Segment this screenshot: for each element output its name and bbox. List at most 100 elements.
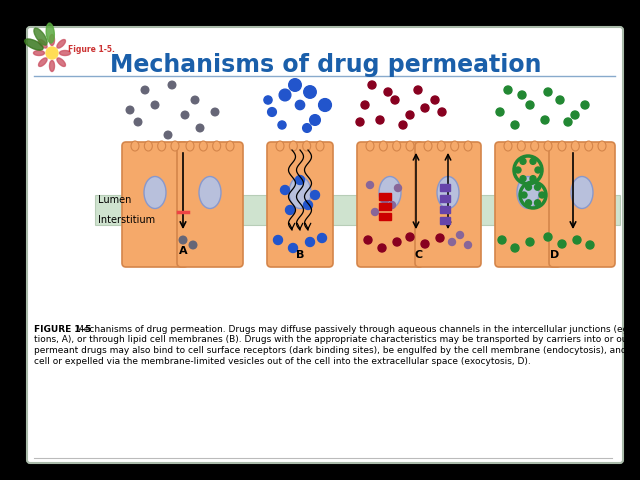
Circle shape [558, 240, 566, 248]
Circle shape [191, 96, 199, 104]
Bar [95, 195, 620, 225]
FancyBboxPatch shape [357, 142, 423, 267]
FancyBboxPatch shape [495, 142, 561, 267]
Circle shape [289, 243, 298, 252]
Ellipse shape [379, 177, 401, 208]
Ellipse shape [316, 141, 324, 151]
Circle shape [189, 241, 197, 249]
Circle shape [181, 111, 189, 119]
Circle shape [285, 205, 294, 215]
Circle shape [534, 200, 541, 206]
Circle shape [586, 241, 594, 249]
Bar [440, 195, 450, 202]
Bar [379, 193, 391, 200]
Ellipse shape [57, 39, 65, 48]
Ellipse shape [186, 141, 194, 151]
Text: Interstitium: Interstitium [98, 215, 155, 225]
Circle shape [573, 236, 581, 244]
Ellipse shape [38, 39, 47, 48]
FancyBboxPatch shape [267, 142, 333, 267]
Circle shape [381, 196, 388, 204]
Circle shape [399, 121, 407, 129]
Circle shape [278, 121, 286, 129]
Circle shape [515, 167, 521, 173]
Ellipse shape [199, 177, 221, 208]
Circle shape [211, 108, 219, 116]
Bar [440, 217, 450, 224]
Circle shape [449, 239, 456, 245]
Text: D: D [550, 250, 559, 260]
Ellipse shape [34, 28, 47, 45]
Circle shape [520, 176, 526, 181]
Circle shape [279, 89, 291, 101]
Ellipse shape [131, 141, 139, 151]
Ellipse shape [289, 177, 311, 208]
Circle shape [530, 158, 536, 164]
Ellipse shape [437, 141, 445, 151]
Ellipse shape [289, 141, 298, 151]
Text: Mechanisms of drug permeation: Mechanisms of drug permeation [110, 53, 541, 77]
Circle shape [361, 101, 369, 109]
Ellipse shape [46, 23, 54, 43]
Ellipse shape [517, 141, 525, 151]
Bar [440, 184, 450, 191]
Ellipse shape [276, 141, 284, 151]
Circle shape [168, 81, 176, 89]
Circle shape [544, 88, 552, 96]
Ellipse shape [171, 141, 179, 151]
Circle shape [391, 96, 399, 104]
Circle shape [388, 202, 396, 208]
Circle shape [310, 115, 321, 125]
Circle shape [498, 236, 506, 244]
Circle shape [525, 184, 531, 190]
Text: C: C [415, 250, 423, 260]
Circle shape [304, 86, 316, 98]
Ellipse shape [572, 141, 579, 151]
Circle shape [310, 191, 319, 200]
Circle shape [179, 236, 187, 244]
Circle shape [371, 208, 378, 216]
Ellipse shape [49, 35, 54, 46]
Text: A: A [179, 246, 188, 256]
Ellipse shape [199, 141, 207, 151]
Ellipse shape [157, 141, 166, 151]
Ellipse shape [464, 141, 472, 151]
Circle shape [544, 233, 552, 241]
Circle shape [436, 234, 444, 242]
FancyBboxPatch shape [415, 142, 481, 267]
Circle shape [280, 185, 289, 194]
Ellipse shape [366, 141, 374, 151]
Circle shape [141, 86, 149, 94]
FancyBboxPatch shape [177, 142, 243, 267]
Circle shape [126, 106, 134, 114]
Circle shape [520, 158, 526, 164]
Text: B: B [296, 250, 304, 260]
Ellipse shape [226, 141, 234, 151]
Circle shape [431, 96, 439, 104]
Circle shape [571, 111, 579, 119]
Ellipse shape [517, 177, 539, 208]
Ellipse shape [49, 60, 54, 72]
Circle shape [376, 116, 384, 124]
Circle shape [518, 91, 526, 99]
Ellipse shape [406, 141, 414, 151]
Circle shape [273, 236, 282, 244]
Circle shape [364, 236, 372, 244]
Bar [379, 213, 391, 220]
Circle shape [378, 244, 386, 252]
Circle shape [456, 231, 463, 239]
Circle shape [303, 124, 311, 132]
FancyBboxPatch shape [122, 142, 188, 267]
Text: tions, A), or through lipid cell membranes (B). Drugs with the appropriate chara: tions, A), or through lipid cell membran… [34, 336, 640, 345]
Circle shape [151, 101, 159, 109]
Bar [440, 206, 450, 213]
Circle shape [196, 124, 204, 132]
Ellipse shape [558, 141, 566, 151]
Text: Lumen: Lumen [98, 195, 131, 205]
Circle shape [526, 101, 534, 109]
Circle shape [526, 238, 534, 246]
Ellipse shape [303, 141, 310, 151]
Ellipse shape [531, 141, 539, 151]
Circle shape [534, 184, 541, 190]
Ellipse shape [451, 141, 459, 151]
